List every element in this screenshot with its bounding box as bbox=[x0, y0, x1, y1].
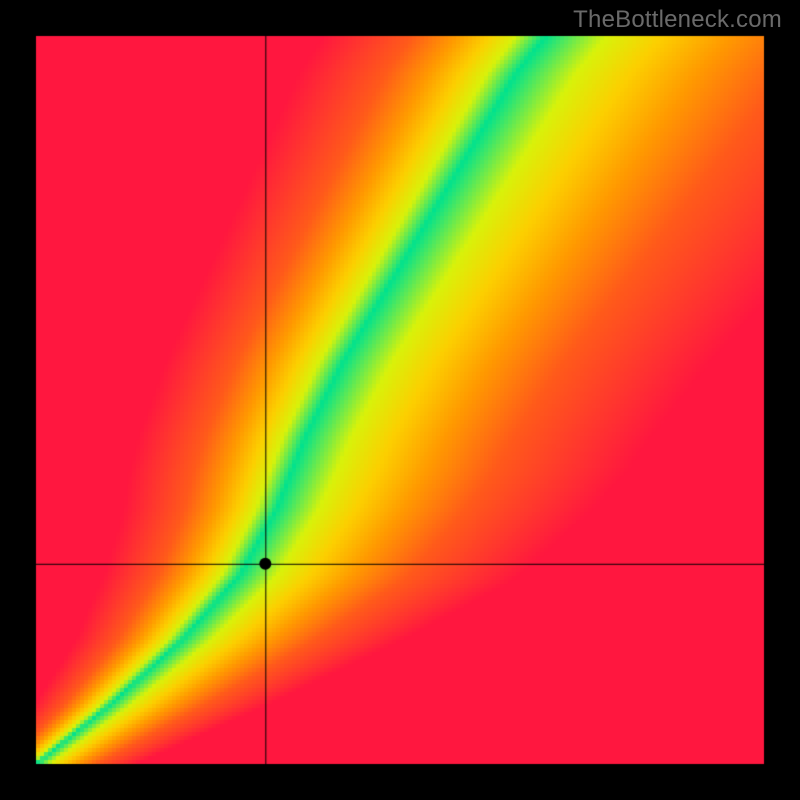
watermark-text: TheBottleneck.com bbox=[573, 6, 782, 34]
heatmap-canvas bbox=[0, 0, 800, 800]
chart-container: TheBottleneck.com bbox=[0, 0, 800, 800]
